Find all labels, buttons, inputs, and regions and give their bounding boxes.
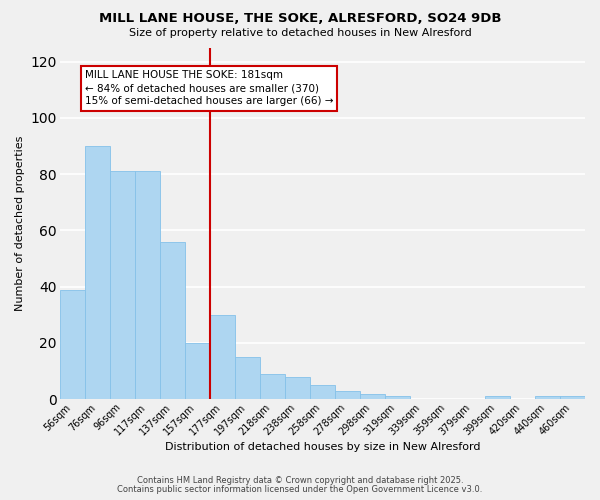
Bar: [135, 172, 160, 400]
Bar: [385, 396, 410, 400]
Y-axis label: Number of detached properties: Number of detached properties: [15, 136, 25, 311]
Bar: [185, 343, 210, 400]
Bar: [335, 391, 360, 400]
Text: MILL LANE HOUSE, THE SOKE, ALRESFORD, SO24 9DB: MILL LANE HOUSE, THE SOKE, ALRESFORD, SO…: [99, 12, 501, 26]
Text: Contains HM Land Registry data © Crown copyright and database right 2025.: Contains HM Land Registry data © Crown c…: [137, 476, 463, 485]
Bar: [260, 374, 285, 400]
Bar: [210, 315, 235, 400]
Bar: [285, 376, 310, 400]
Bar: [310, 385, 335, 400]
Bar: [560, 396, 585, 400]
Bar: [535, 396, 560, 400]
Text: Contains public sector information licensed under the Open Government Licence v3: Contains public sector information licen…: [118, 485, 482, 494]
Text: Size of property relative to detached houses in New Alresford: Size of property relative to detached ho…: [128, 28, 472, 38]
Bar: [60, 290, 85, 400]
Bar: [85, 146, 110, 400]
X-axis label: Distribution of detached houses by size in New Alresford: Distribution of detached houses by size …: [164, 442, 480, 452]
Bar: [110, 172, 135, 400]
Bar: [160, 242, 185, 400]
Bar: [360, 394, 385, 400]
Bar: [485, 396, 510, 400]
Bar: [235, 357, 260, 400]
Text: MILL LANE HOUSE THE SOKE: 181sqm
← 84% of detached houses are smaller (370)
15% : MILL LANE HOUSE THE SOKE: 181sqm ← 84% o…: [85, 70, 333, 106]
